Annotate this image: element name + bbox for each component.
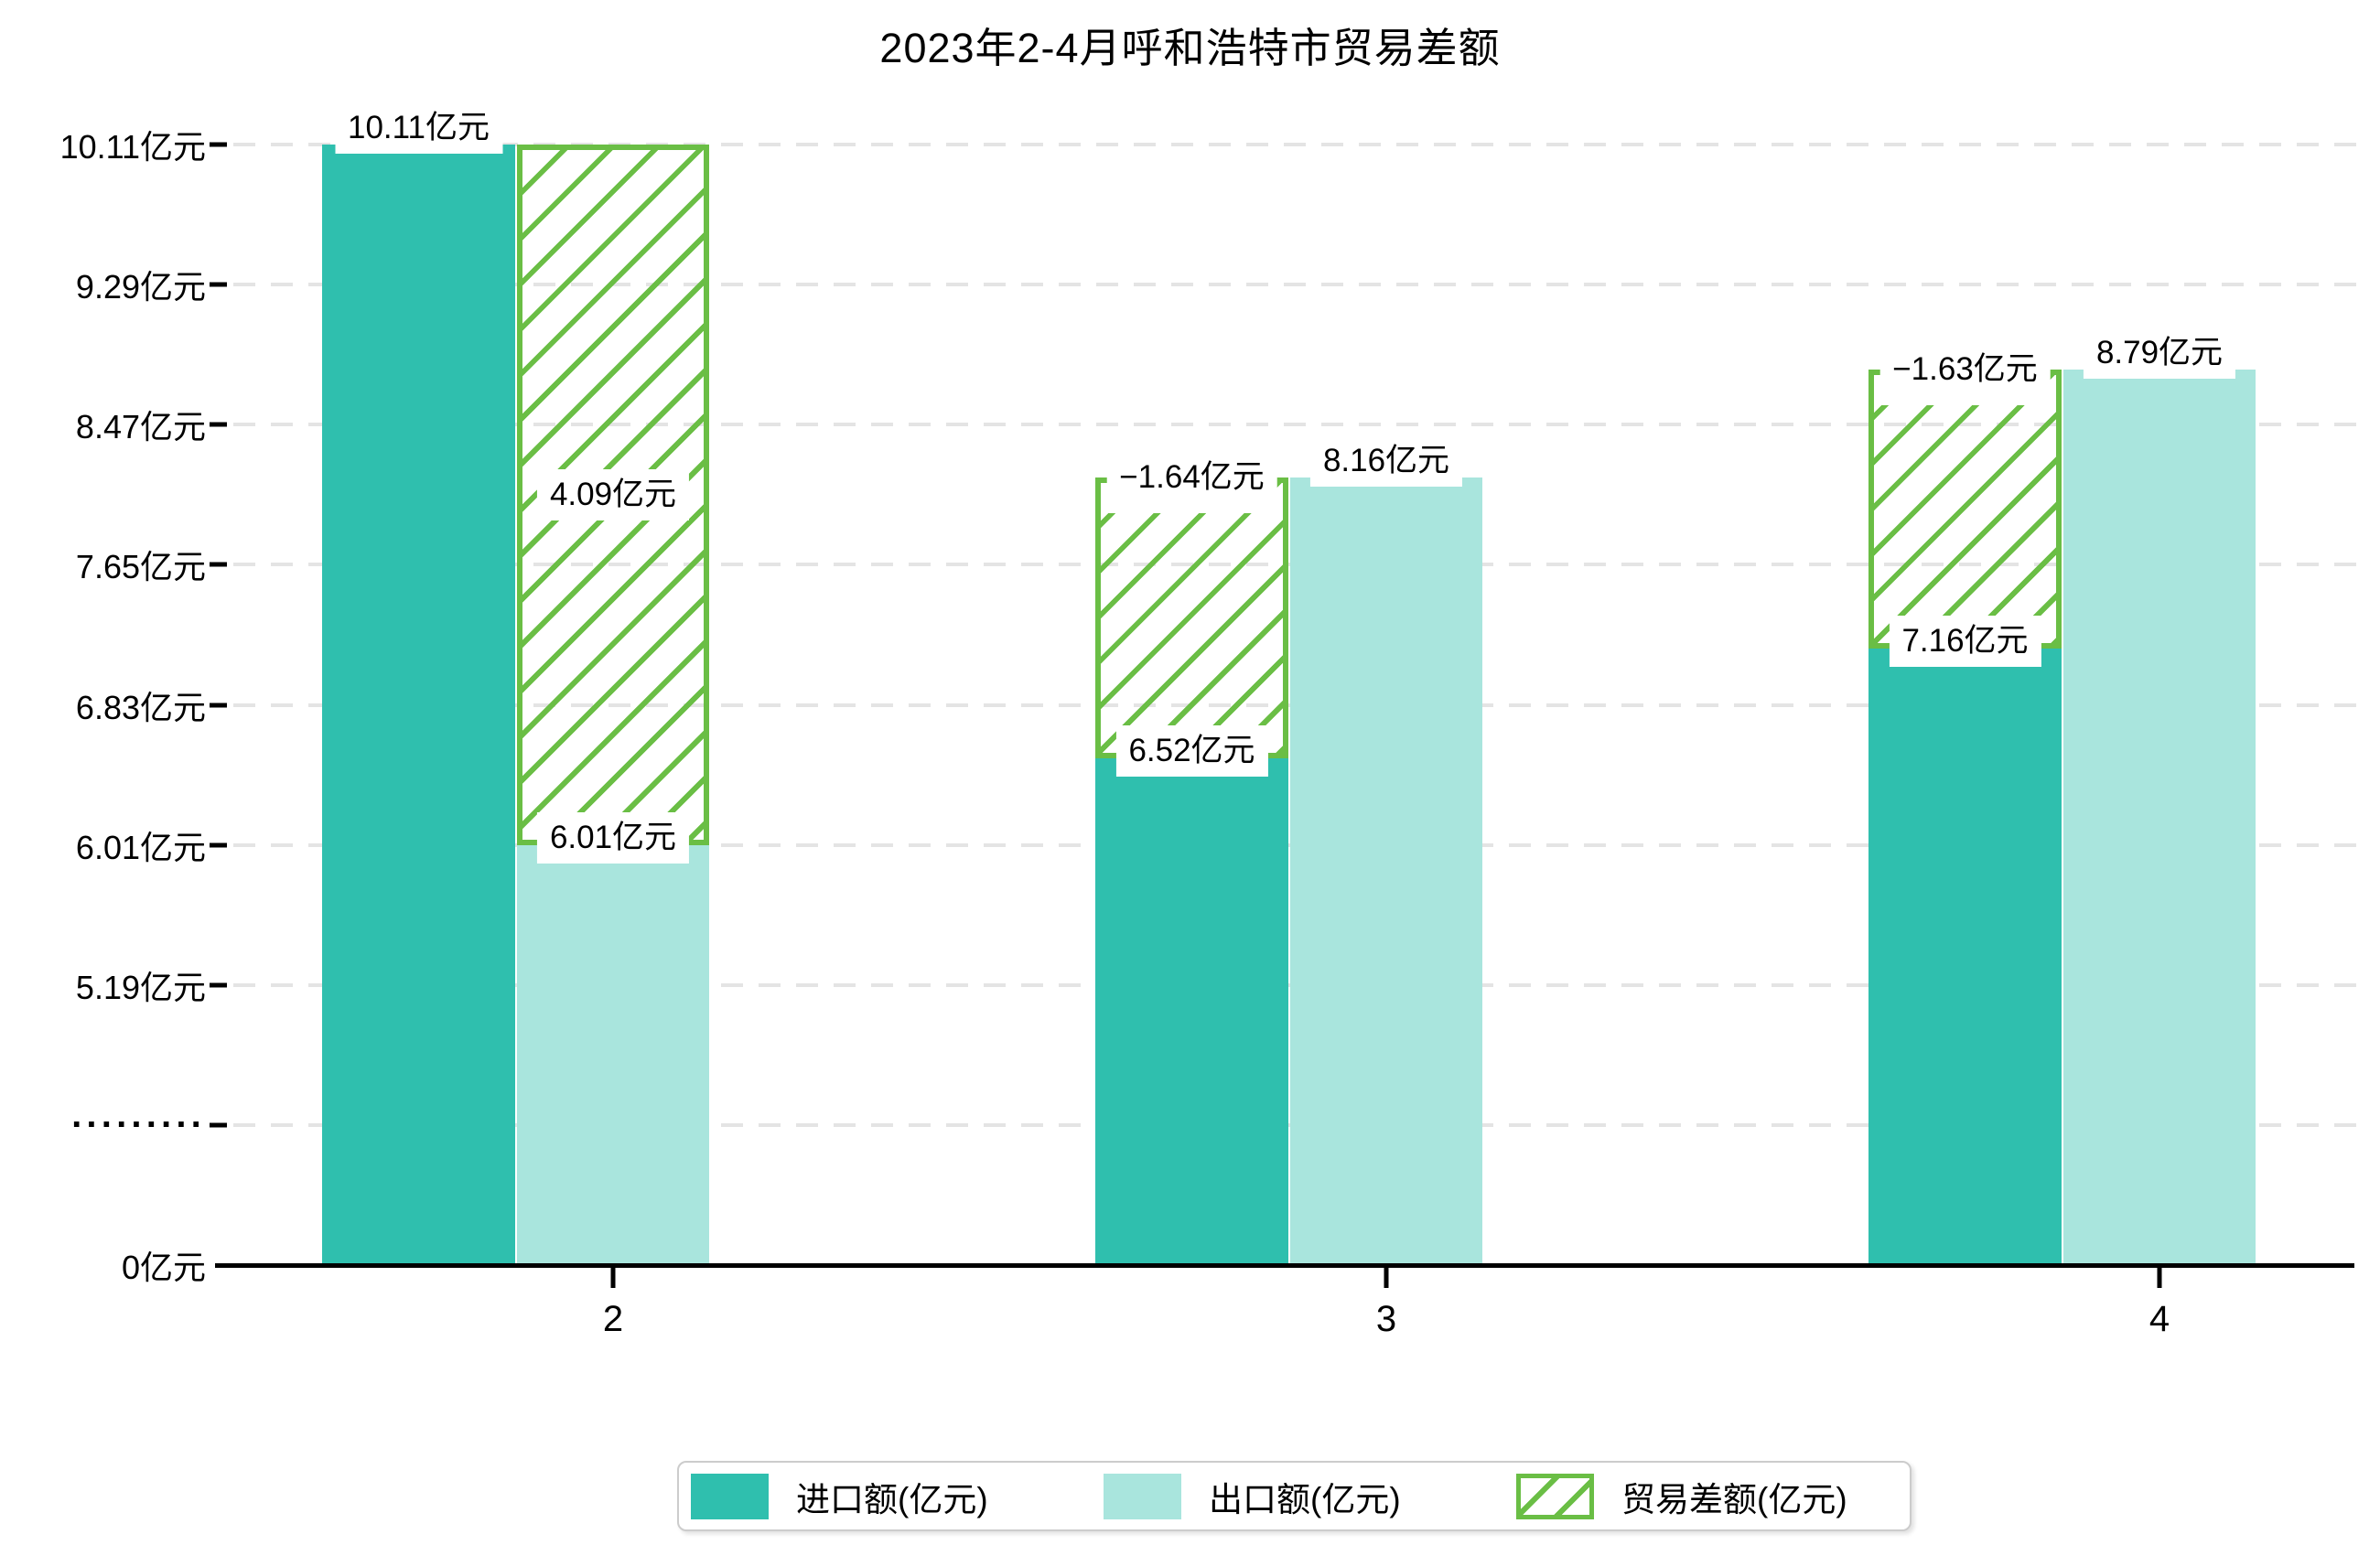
x-tick-label: 4 (2148, 1299, 2170, 1339)
y-tick-mark (210, 1122, 227, 1128)
y-tick-label: 5.19亿元 (75, 969, 206, 1006)
bar-import (322, 145, 515, 1267)
y-tick-label: ········· (71, 1104, 206, 1145)
import-value-label: 10.11亿元 (335, 102, 502, 154)
x-tick-label: 3 (1375, 1299, 1397, 1339)
x-tick-mark (2157, 1268, 2162, 1288)
legend-item: 进口额(亿元) (691, 1463, 988, 1529)
y-tick-label: 9.29亿元 (75, 268, 206, 306)
legend-item: 出口额(亿元) (1104, 1463, 1401, 1529)
export-value-label: 8.16亿元 (1309, 435, 1463, 487)
import-value-label: 7.16亿元 (1889, 616, 2041, 667)
y-gridline (233, 423, 2365, 426)
bar-export (517, 845, 709, 1267)
bar-trade-balance (1095, 477, 1288, 758)
y-tick-mark (210, 842, 227, 848)
legend-swatch-export (1104, 1473, 1181, 1519)
y-tick-label: 8.47亿元 (75, 408, 206, 445)
legend-box: 进口额(亿元) 出口额(亿元) 贸易差额(亿元) (677, 1461, 1912, 1531)
bar-trade-balance (1868, 370, 2062, 649)
x-tick-label: 2 (602, 1299, 624, 1339)
bar-import (1095, 758, 1288, 1267)
bar-import (1868, 649, 2062, 1267)
legend-swatch-import (691, 1473, 769, 1519)
chart-title: 2023年2-4月呼和浩特市贸易差额 (879, 25, 1501, 71)
y-tick-mark (210, 282, 227, 287)
y-gridline (233, 283, 2365, 286)
y-tick-label: 0亿元 (121, 1249, 206, 1286)
legend-label: 出口额(亿元) (1209, 1480, 1401, 1518)
export-value-label: 6.01亿元 (536, 812, 690, 864)
balance-value-label: −1.64亿元 (1106, 450, 1277, 513)
import-value-label: 6.52亿元 (1115, 725, 1268, 777)
y-tick-mark (210, 562, 227, 567)
y-gridline (233, 143, 2365, 146)
y-tick-label: 6.83亿元 (75, 689, 206, 726)
y-tick-mark (210, 422, 227, 427)
legend-item: 贸易差额(亿元) (1516, 1463, 1847, 1529)
x-axis-line (215, 1263, 2354, 1268)
legend-label: 贸易差额(亿元) (1621, 1480, 1847, 1518)
y-tick-label: 10.11亿元 (59, 128, 206, 166)
bar-export (2063, 370, 2256, 1267)
y-tick-label: 7.65亿元 (75, 548, 206, 585)
y-tick-mark (210, 982, 227, 988)
export-value-label: 8.79亿元 (2083, 327, 2236, 379)
legend-swatch-balance (1516, 1473, 1594, 1519)
y-tick-mark (210, 703, 227, 708)
y-tick-label: 6.01亿元 (75, 829, 206, 866)
balance-value-label: 4.09亿元 (536, 469, 690, 520)
legend-label: 进口额(亿元) (796, 1480, 988, 1518)
bar-export (1290, 477, 1482, 1267)
x-tick-mark (1384, 1268, 1389, 1288)
y-tick-mark (210, 142, 227, 147)
balance-value-label: −1.63亿元 (1879, 342, 2051, 405)
x-tick-mark (610, 1268, 616, 1288)
